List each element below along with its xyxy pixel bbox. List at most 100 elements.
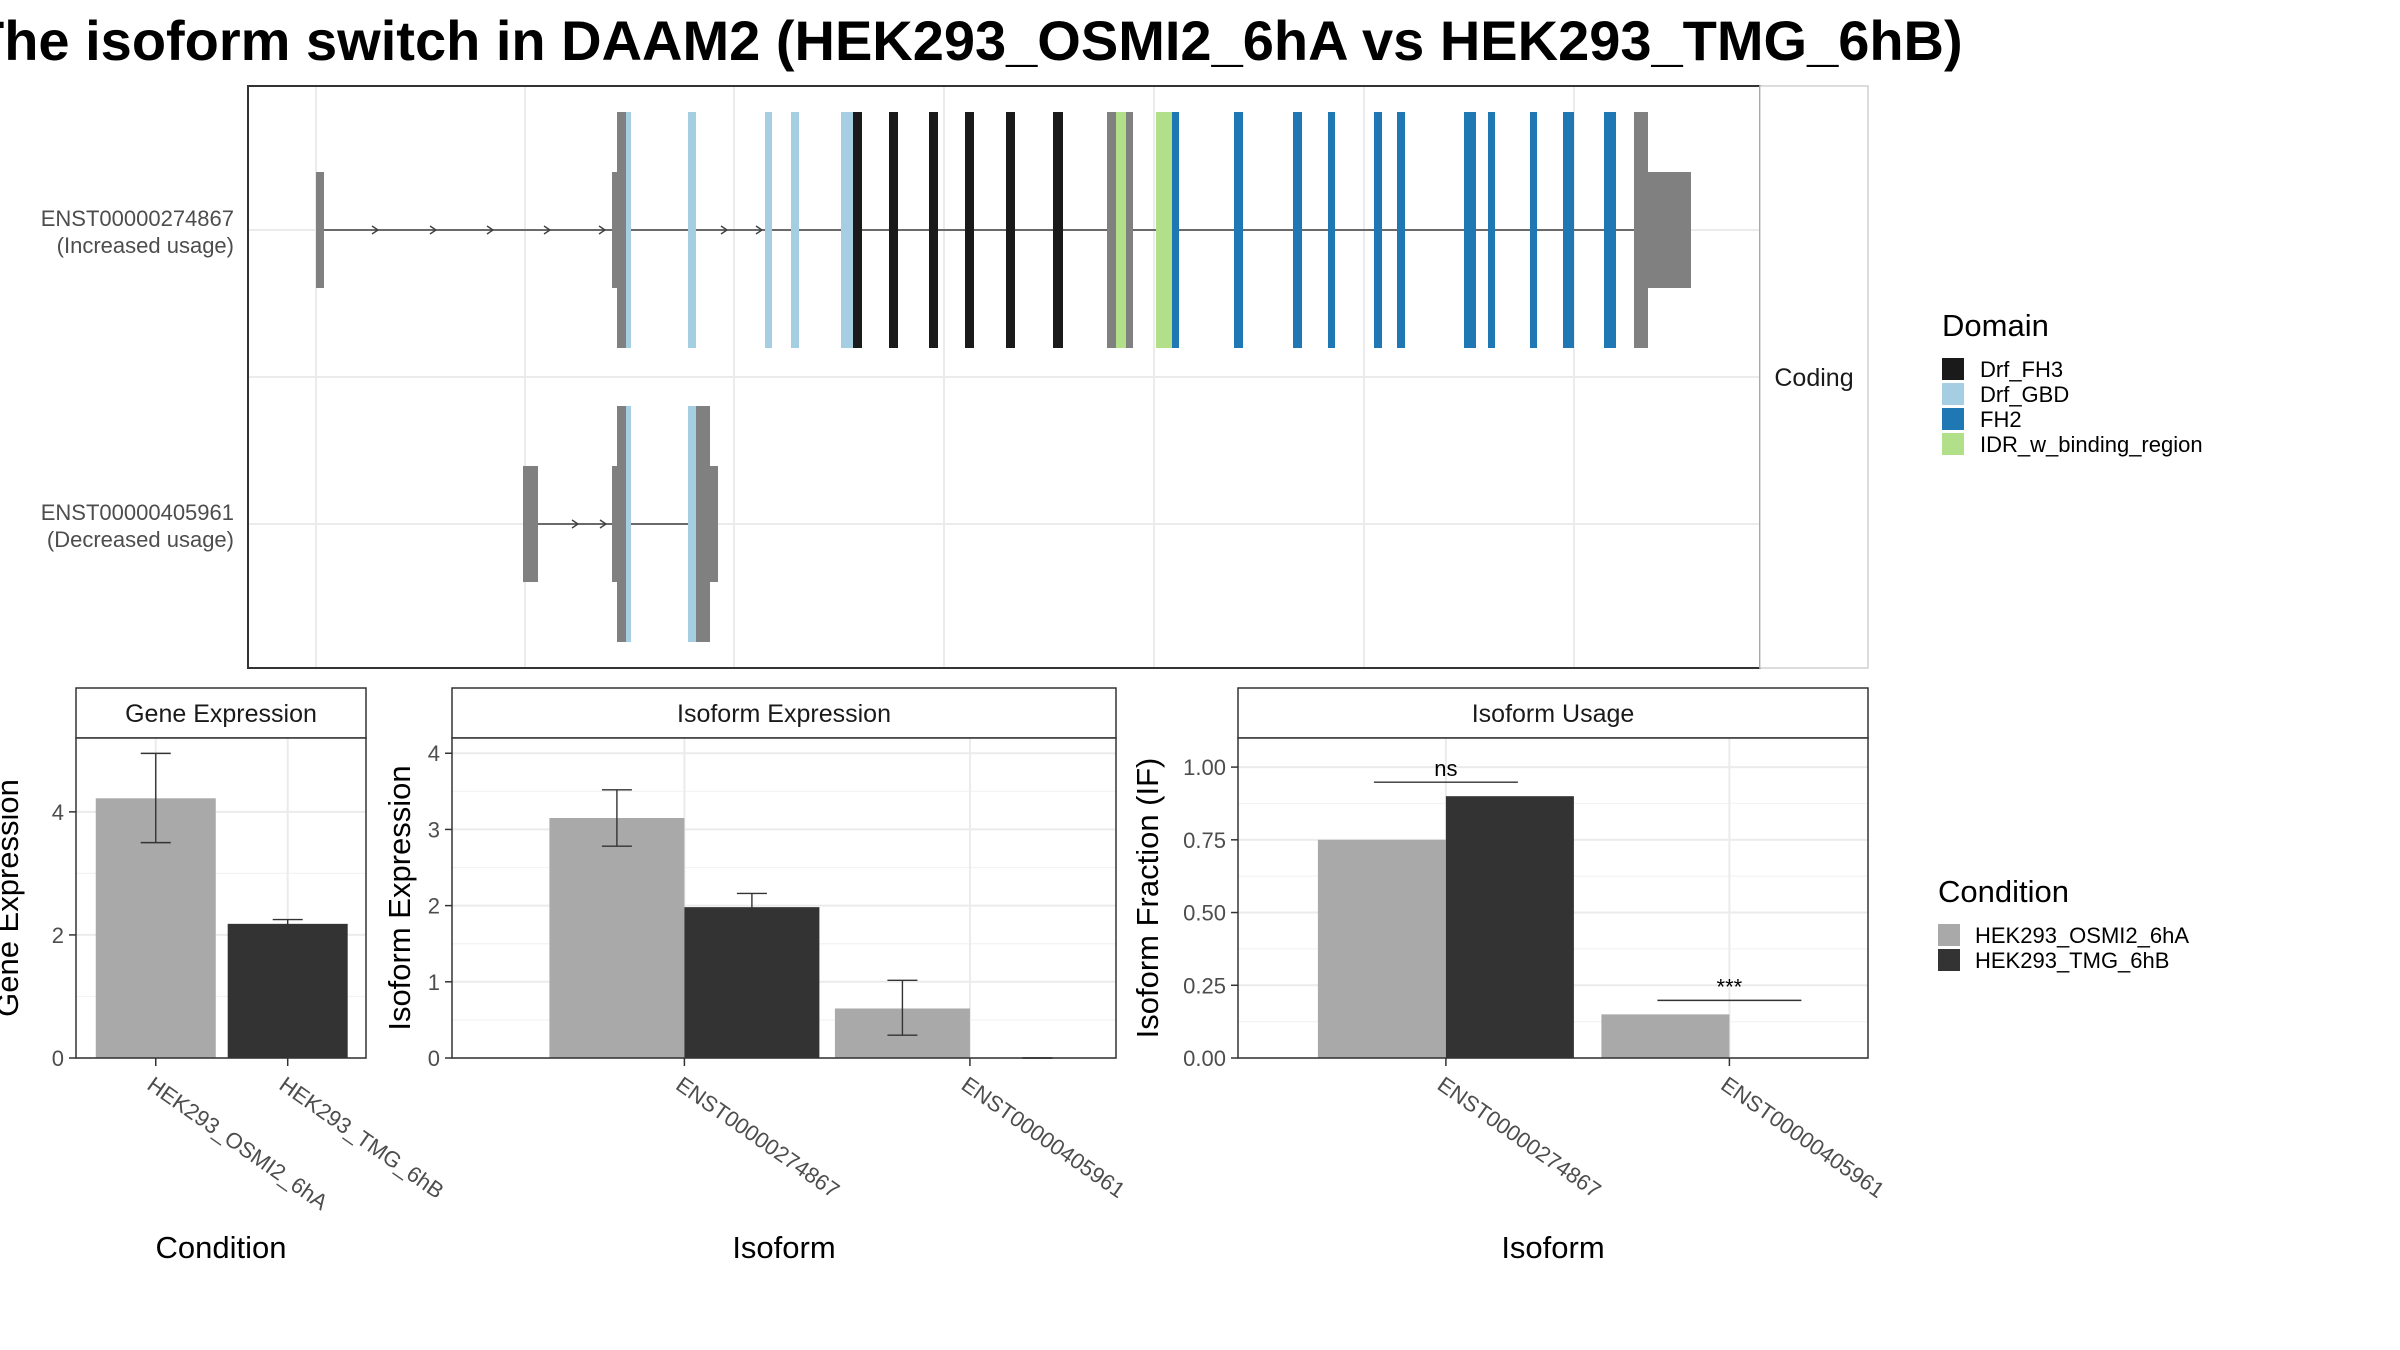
xtick-label-2-1: ENST00000405961 xyxy=(1717,1072,1890,1203)
domain-exon-t1-2 xyxy=(765,112,772,348)
transcript-label-1: ENST00000274867 xyxy=(41,206,234,231)
utr-t1-3 xyxy=(1107,112,1116,348)
ytick-label-2-1: 0.25 xyxy=(1183,973,1226,998)
structure-gridlines xyxy=(248,86,1760,668)
x-axis-title-0: Condition xyxy=(156,1230,287,1265)
panel-border-2 xyxy=(1237,737,1869,1059)
domain-exon-t2-1 xyxy=(688,406,696,642)
domain-exon-t1-20 xyxy=(1488,112,1495,348)
bar-2-s0-c0 xyxy=(1317,839,1446,1058)
condition-legend-title: Condition xyxy=(1938,874,2069,909)
ytick-label-1-0: 0 xyxy=(428,1046,440,1071)
xtick-label-1-0: ENST00000274867 xyxy=(672,1072,845,1203)
transcript-note-2: (Decreased usage) xyxy=(47,527,234,552)
intron-arrow-t1-6 xyxy=(755,225,764,235)
strip-box-1 xyxy=(451,687,1117,739)
bar-0-1 xyxy=(227,923,348,1058)
domain-exon-t1-14 xyxy=(1234,112,1243,348)
transcript-structure-panel: Coding ENST00000274867 (Increased usage)… xyxy=(41,85,1869,669)
domain-swatch-drf-gbd xyxy=(1942,383,1964,405)
panel-title-2: Isoform Usage xyxy=(1472,700,1635,728)
ytick-label-2-4: 1.00 xyxy=(1183,755,1226,780)
utr-t1-6 xyxy=(1646,172,1691,288)
isoform-usage-panel: Isoform Usage 0.00 0.25 0.50 0.75 1.00 ns *** EN… xyxy=(1130,687,1890,1265)
ytick-label-0-1: 2 xyxy=(52,923,64,948)
domain-swatch-idr xyxy=(1942,433,1964,455)
bar-2-s1-c0 xyxy=(1445,796,1574,1058)
domain-exon-t1-7 xyxy=(929,112,938,348)
ytick-label-1-3: 3 xyxy=(428,817,440,842)
domain-exon-t1-3 xyxy=(791,112,799,348)
transcript-structures xyxy=(316,112,1691,642)
sig-label-2-0: ns xyxy=(1434,756,1457,781)
domain-exon-t1-9 xyxy=(1006,112,1015,348)
domain-exon-t1-5 xyxy=(853,112,862,348)
condition-swatch-tmg xyxy=(1938,949,1960,971)
x-axis-title-1: Isoform xyxy=(732,1230,835,1265)
domain-exon-t1-6 xyxy=(889,112,898,348)
utr-t1-4 xyxy=(1126,112,1133,348)
bar-1-s0-c0 xyxy=(549,818,685,1058)
domain-exon-t1-18 xyxy=(1397,112,1405,348)
panel-title-1: Isoform Expression xyxy=(677,700,891,728)
panel-border-0 xyxy=(75,737,367,1059)
domain-exon-t1-11 xyxy=(1116,112,1126,348)
strip-box-0 xyxy=(75,687,367,739)
ytick-label-2-3: 0.75 xyxy=(1183,828,1226,853)
intron-arrow-t1-3 xyxy=(543,225,552,235)
utr-t2-0 xyxy=(523,466,538,582)
bar-2-s0-c1 xyxy=(1601,1014,1730,1058)
y-axis-title-0: Gene Expression xyxy=(0,779,25,1017)
panel-title-0: Gene Expression xyxy=(125,700,317,728)
condition-swatch-osmi2 xyxy=(1938,924,1960,946)
domain-label-drf-gbd: Drf_GBD xyxy=(1980,382,2069,407)
ytick-label-1-4: 4 xyxy=(428,741,440,766)
transcript-note-1: (Increased usage) xyxy=(57,233,234,258)
condition-label-tmg: HEK293_TMG_6hB xyxy=(1975,948,2169,973)
domain-exon-t2-0 xyxy=(626,406,631,642)
domain-swatch-fh2 xyxy=(1942,408,1964,430)
intron-arrow-t2-1 xyxy=(599,519,608,529)
xtick-label-2-0: ENST00000274867 xyxy=(1433,1072,1606,1203)
utr-t2-4 xyxy=(704,466,718,582)
domain-exon-t1-13 xyxy=(1172,112,1179,348)
utr-t1-0 xyxy=(316,172,324,288)
domain-legend-title: Domain xyxy=(1942,308,2049,343)
utr-t2-2 xyxy=(617,406,626,642)
domain-exon-t1-22 xyxy=(1563,112,1574,348)
domain-exon-t1-16 xyxy=(1328,112,1335,348)
coding-strip-label: Coding xyxy=(1774,364,1853,392)
ytick-label-1-1: 1 xyxy=(428,970,440,995)
intron-arrow-t1-5 xyxy=(720,225,729,235)
domain-exon-t1-8 xyxy=(965,112,974,348)
ytick-label-1-2: 2 xyxy=(428,894,440,919)
y-axis-title-2: Isoform Fraction (IF) xyxy=(1130,758,1165,1039)
ytick-label-2-0: 0.00 xyxy=(1183,1046,1226,1071)
ytick-label-2-2: 0.50 xyxy=(1183,901,1226,926)
domain-exon-t1-21 xyxy=(1530,112,1537,348)
intron-arrow-t1-2 xyxy=(486,225,495,235)
domain-legend: Domain Drf_FH3 Drf_GBD FH2 IDR_w_binding… xyxy=(1942,308,2203,457)
strip-box-2 xyxy=(1237,687,1869,739)
utr-t2-3 xyxy=(696,406,710,642)
utr-t1-1 xyxy=(612,172,620,288)
ytick-label-0-2: 4 xyxy=(52,800,64,825)
domain-exon-t1-12 xyxy=(1156,112,1172,348)
domain-exon-t1-15 xyxy=(1293,112,1302,348)
domain-exon-t1-19 xyxy=(1464,112,1476,348)
ytick-label-0-0: 0 xyxy=(52,1046,64,1071)
domain-label-drf-fh3: Drf_FH3 xyxy=(1980,357,2063,382)
figure-title: The isoform switch in DAAM2 (HEK293_OSMI… xyxy=(0,9,1963,72)
isoform-expression-panel: Isoform Expression 0 1 2 3 4 ENST00000274867 EN… xyxy=(382,687,1130,1265)
intron-arrow-t1-4 xyxy=(598,225,607,235)
domain-exon-t1-0 xyxy=(626,112,631,348)
domain-exon-t1-17 xyxy=(1374,112,1382,348)
domain-exon-t1-4 xyxy=(841,112,853,348)
domain-exon-t1-23 xyxy=(1604,112,1616,348)
coding-strip xyxy=(1759,85,1869,669)
domain-exon-t1-10 xyxy=(1053,112,1063,348)
x-axis-title-2: Isoform xyxy=(1501,1230,1604,1265)
domain-label-idr: IDR_w_binding_region xyxy=(1980,432,2203,457)
sig-label-2-1: *** xyxy=(1717,974,1743,999)
